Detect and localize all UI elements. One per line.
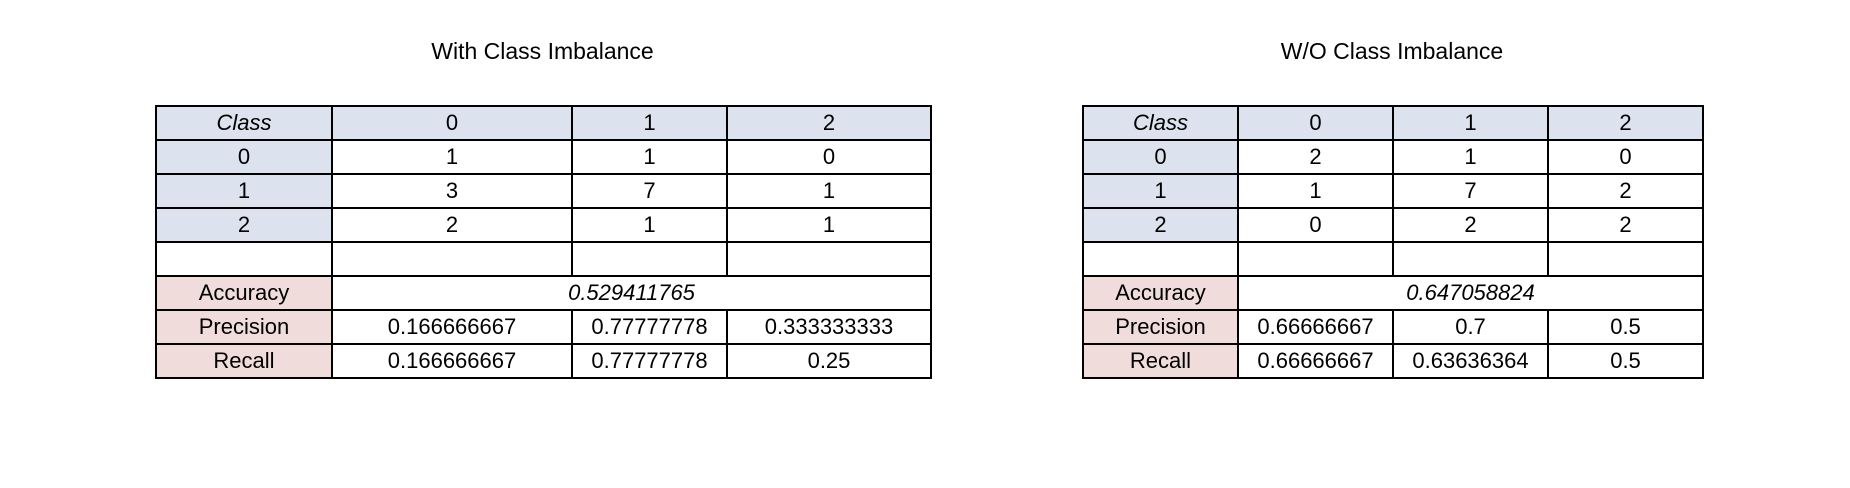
accuracy-row: Accuracy 0.529411765 [155,275,932,311]
column-header-2: 2 [1547,105,1704,141]
recall-row: Recall 0.166666667 0.77777778 0.25 [155,343,932,379]
confusion-matrix-without-imbalance: Class 0 1 2 0 2 1 0 1 1 7 2 2 0 2 2 Accu… [1082,105,1704,379]
right-table-title: W/O Class Imbalance [1280,38,1504,64]
precision-value: 0.5 [1547,309,1704,345]
column-header-0: 0 [1237,105,1394,141]
recall-value: 0.63636364 [1392,343,1549,379]
table-row: 2 0 2 2 [1082,207,1704,243]
recall-value: 0.25 [726,343,932,379]
table-cell: 1 [726,173,932,209]
precision-label: Precision [1082,309,1239,345]
empty-cell [331,241,573,277]
precision-value: 0.77777778 [571,309,728,345]
recall-value: 0.66666667 [1237,343,1394,379]
table-cell: 1 [571,207,728,243]
left-table-title: With Class Imbalance [431,38,654,64]
empty-row [155,241,932,277]
header-row: Class 0 1 2 [1082,105,1704,141]
empty-cell [571,241,728,277]
precision-value: 0.7 [1392,309,1549,345]
precision-row: Precision 0.66666667 0.7 0.5 [1082,309,1704,345]
empty-cell [726,241,932,277]
row-header-1: 1 [155,173,333,209]
empty-cell [155,241,333,277]
recall-row: Recall 0.66666667 0.63636364 0.5 [1082,343,1704,379]
table-cell: 2 [1237,139,1394,175]
table-cell: 1 [571,139,728,175]
confusion-matrix-with-imbalance: Class 0 1 2 0 1 1 0 1 3 7 1 2 2 1 1 Accu… [155,105,932,379]
table-row: 1 3 7 1 [155,173,932,209]
table-cell: 2 [1547,173,1704,209]
recall-label: Recall [155,343,333,379]
column-header-0: 0 [331,105,573,141]
precision-value: 0.66666667 [1237,309,1394,345]
table-cell: 1 [1392,139,1549,175]
table-cell: 1 [1237,173,1394,209]
row-header-0: 0 [155,139,333,175]
table-row: 2 2 1 1 [155,207,932,243]
table-cell: 0 [1547,139,1704,175]
table-cell: 0 [1237,207,1394,243]
table-row: 0 1 1 0 [155,139,932,175]
accuracy-label: Accuracy [155,275,333,311]
table-cell: 0 [726,139,932,175]
column-header-2: 2 [726,105,932,141]
table-row: 0 2 1 0 [1082,139,1704,175]
accuracy-label: Accuracy [1082,275,1239,311]
table-cell: 3 [331,173,573,209]
table-cell: 7 [571,173,728,209]
table-cell: 1 [726,207,932,243]
table-row: 1 1 7 2 [1082,173,1704,209]
empty-cell [1392,241,1549,277]
precision-value: 0.166666667 [331,309,573,345]
precision-value: 0.333333333 [726,309,932,345]
row-header-2: 2 [155,207,333,243]
recall-value: 0.166666667 [331,343,573,379]
row-header-2: 2 [1082,207,1239,243]
recall-value: 0.77777778 [571,343,728,379]
row-header-0: 0 [1082,139,1239,175]
table-cell: 2 [331,207,573,243]
table-cell: 1 [331,139,573,175]
empty-row [1082,241,1704,277]
empty-cell [1547,241,1704,277]
precision-row: Precision 0.166666667 0.77777778 0.33333… [155,309,932,345]
accuracy-value: 0.529411765 [331,275,932,311]
class-header-cell: Class [155,105,333,141]
header-row: Class 0 1 2 [155,105,932,141]
empty-cell [1082,241,1239,277]
precision-label: Precision [155,309,333,345]
accuracy-row: Accuracy 0.647058824 [1082,275,1704,311]
accuracy-value: 0.647058824 [1237,275,1704,311]
row-header-1: 1 [1082,173,1239,209]
class-header-cell: Class [1082,105,1239,141]
recall-label: Recall [1082,343,1239,379]
column-header-1: 1 [1392,105,1549,141]
empty-cell [1237,241,1394,277]
recall-value: 0.5 [1547,343,1704,379]
table-cell: 7 [1392,173,1549,209]
table-cell: 2 [1392,207,1549,243]
column-header-1: 1 [571,105,728,141]
table-cell: 2 [1547,207,1704,243]
